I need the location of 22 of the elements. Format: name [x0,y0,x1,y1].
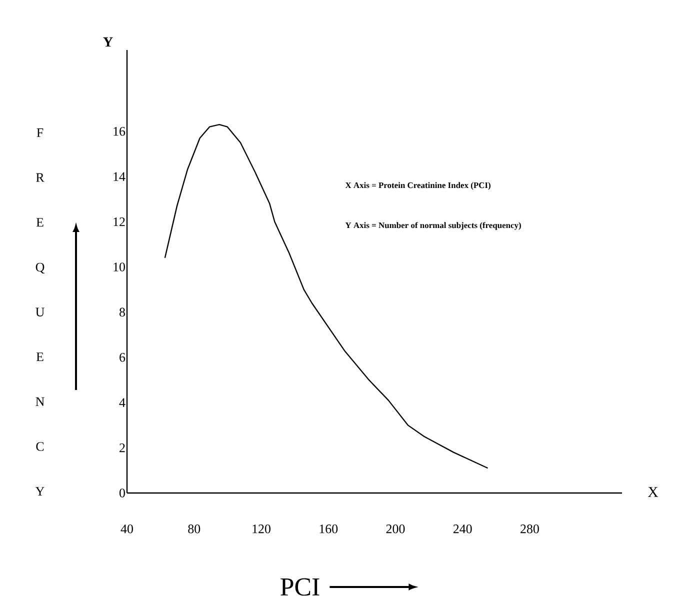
x-axis-title: PCI [280,578,320,596]
x-tick-label: 160 [320,524,338,534]
y-tick-label: 6 [120,353,126,362]
annotation: X Axis = Protein Creatinine Index (PCI) [345,182,490,190]
y-tick-label: 0 [120,488,125,498]
x-tick-label: 280 [520,524,539,534]
text: Y [103,37,113,47]
y-tick-label: 16 [114,127,126,136]
text: X [648,487,658,497]
annotation: Y Axis = Number of normal subjects (frequency) [345,222,521,230]
x-tick-label: 240 [453,524,472,534]
x-tick-label: 80 [188,524,200,534]
x-tick-label: 200 [386,524,405,534]
y-tick-label: 10 [114,262,125,272]
y-tick-label: 2 [120,443,125,452]
x-tick-label: 120 [252,524,270,534]
text: F R E Q U E N C Y [35,128,44,496]
x-tick-label: 40 [120,524,133,534]
y-tick-label: 12 [114,217,125,226]
y-tick-label: 14 [114,172,126,181]
y-tick-label: 4 [119,398,126,407]
y-tick-label: 8 [120,308,125,317]
